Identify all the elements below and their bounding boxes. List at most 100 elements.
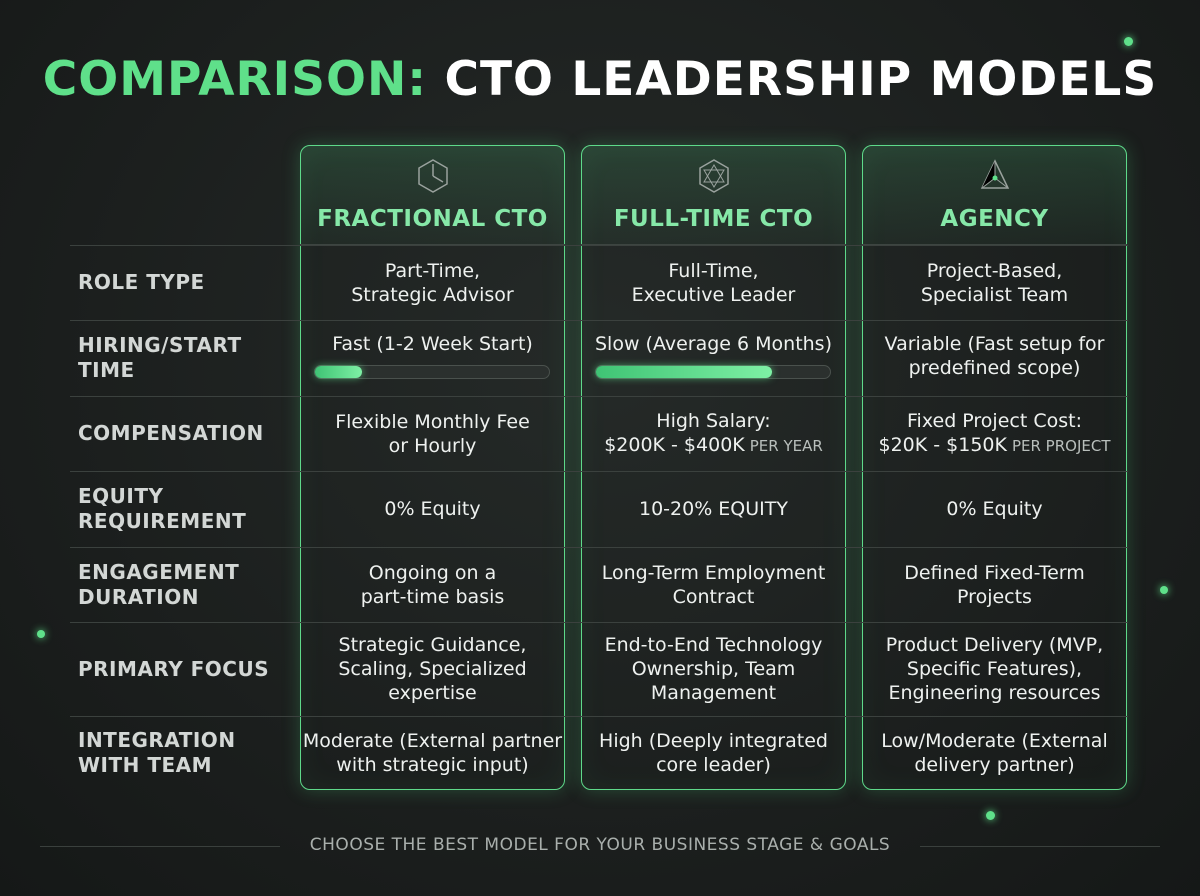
cell-text: Strategic Guidance,	[338, 634, 527, 656]
cell-text: expertise	[388, 682, 477, 704]
cell: Variable (Fast setup for predefined scope…	[862, 320, 1127, 396]
cell-text: Scaling, Specialized	[338, 658, 527, 680]
column-icon	[980, 159, 1009, 189]
cell-line: End-to-End Technology	[605, 633, 823, 657]
row-label-line: PRIMARY FOCUS	[78, 656, 270, 681]
cell-text: delivery partner)	[914, 754, 1075, 776]
cell-text: $200K - $400K	[604, 434, 745, 456]
cell-text: End-to-End Technology	[604, 634, 823, 656]
cell-line: 10-20% EQUITY	[639, 497, 788, 521]
cell-text: Engineering resources	[888, 682, 1101, 704]
cell-line: Project-Based,	[927, 259, 1063, 283]
row-label-line: WITH TEAM	[78, 753, 213, 777]
cell-note: PER PROJECT	[1011, 437, 1111, 455]
column-title: AGENCY	[940, 206, 1049, 232]
row-label: EQUITY REQUIREMENT	[78, 471, 298, 547]
cell-line: Long-Term Employment	[602, 561, 826, 585]
cell-line: Strategic Advisor	[351, 283, 514, 307]
footer: CHOOSE THE BEST MODEL FOR YOUR BUSINESS …	[309, 835, 891, 855]
progress-fill	[315, 366, 362, 378]
cell-text: Fixed Project Cost:	[907, 410, 1082, 432]
cell: Flexible Monthly Fee or Hourly	[300, 396, 565, 471]
row-divider	[70, 396, 1128, 397]
cell-text: Strategic Advisor	[351, 283, 514, 306]
title-highlight: COMPARISON:	[42, 52, 428, 107]
cell-line: core leader)	[656, 753, 771, 777]
cell: 10-20% EQUITY	[581, 471, 846, 547]
cell: Defined Fixed-Term Projects	[862, 547, 1127, 622]
cell-text: $20K - $150K	[878, 434, 1007, 456]
progress-fill	[596, 366, 772, 378]
cell-text: part-time basis	[360, 585, 505, 608]
cell-line: High Salary:	[656, 409, 770, 433]
cell-line: $20K - $150K PER PROJECT	[878, 433, 1110, 458]
cell-text: 10-20% EQUITY	[639, 498, 788, 520]
cell-line: Fixed Project Cost:	[907, 409, 1082, 433]
row-divider	[70, 547, 1128, 548]
cell: Moderate (External partner with strategic…	[300, 716, 565, 790]
cell-text: Slow (Average 6 Months)	[594, 333, 832, 355]
cell-line: Ongoing on a	[369, 561, 496, 585]
cell-text: Executive Leader	[631, 283, 796, 306]
decor-dot	[986, 811, 995, 820]
row-label-line: HIRING/START	[78, 333, 242, 357]
cell-line: part-time basis	[361, 585, 505, 609]
cell: 0% Equity	[862, 471, 1127, 547]
cell-line: High (Deeply integrated	[599, 729, 828, 753]
row-label-line: REQUIREMENT	[78, 509, 247, 533]
title: COMPARISON: CTO LEADERSHIP MODELS	[0, 52, 1200, 107]
row-label-line: ENGAGEMENT	[78, 559, 240, 584]
row-label: COMPENSATION	[78, 396, 298, 471]
row-divider	[70, 245, 1128, 246]
cell-line: Flexible Monthly Fee	[335, 410, 530, 434]
cell-line: predefined scope)	[909, 356, 1081, 380]
cell-text: Part-Time,	[384, 259, 481, 282]
cell: End-to-End Technology Ownership, Team Mana…	[581, 622, 846, 716]
column-header: FULL-TIME CTO	[581, 145, 846, 245]
cell-line: Management	[651, 681, 776, 705]
cell: Full-Time, Executive Leader	[581, 245, 846, 320]
cell-text: Product Delivery (MVP,	[885, 634, 1104, 656]
row-label-line: INTEGRATION	[78, 728, 236, 752]
cell: Part-Time, Strategic Advisor	[300, 245, 565, 320]
column-icon	[698, 159, 729, 193]
column-card	[581, 145, 846, 790]
cell-text: Ongoing on a	[368, 561, 497, 584]
cell-text: Fast (1-2 Week Start)	[332, 333, 533, 355]
cell-line: delivery partner)	[914, 753, 1074, 777]
cell-text: Contract	[672, 585, 755, 608]
cell-text: High (Deeply integrated	[599, 730, 828, 752]
cell-line: Scaling, Specialized	[338, 657, 526, 681]
title-rest: CTO LEADERSHIP MODELS	[444, 52, 1158, 107]
cell: Slow (Average 6 Months)	[581, 320, 846, 396]
cell-text: core leader)	[656, 754, 771, 776]
cell-text: Specialist Team	[920, 283, 1069, 306]
decor-dot	[37, 630, 45, 638]
cell-note: PER YEAR	[749, 437, 823, 455]
cell: Ongoing on a part-time basis	[300, 547, 565, 622]
cell-line: Part-Time,	[385, 259, 480, 283]
row-label: ENGAGEMENT DURATION	[78, 547, 298, 622]
cell-line: or Hourly	[389, 434, 477, 458]
cell-line: 0% Equity	[384, 497, 480, 521]
cell-line: Strategic Guidance,	[339, 633, 527, 657]
row-divider	[70, 622, 1128, 623]
cell-text: with strategic input)	[336, 754, 529, 776]
cell: Low/Moderate (External delivery partner)	[862, 716, 1127, 790]
cell-line: Slow (Average 6 Months)	[595, 332, 832, 356]
cell-text: Long-Term Employment	[601, 561, 826, 584]
column-icon	[417, 159, 448, 193]
cell-line: Projects	[957, 585, 1032, 609]
cell-line: 0% Equity	[946, 497, 1042, 521]
column-title: FULL-TIME CTO	[613, 206, 814, 232]
cell-text: 0% Equity	[946, 498, 1043, 520]
row-label-line: DURATION	[78, 584, 199, 609]
cell-line: $200K - $400K PER YEAR	[604, 433, 823, 458]
cell-line: Specific Features),	[907, 657, 1082, 681]
row-label: INTEGRATION WITH TEAM	[78, 716, 298, 790]
cell-line: Ownership, Team	[632, 657, 796, 681]
cell: 0% Equity	[300, 471, 565, 547]
cell-text: High Salary:	[656, 410, 771, 432]
cell-text: Low/Moderate (External	[881, 730, 1108, 752]
cell: Product Delivery (MVP, Specific Features)…	[862, 622, 1127, 716]
